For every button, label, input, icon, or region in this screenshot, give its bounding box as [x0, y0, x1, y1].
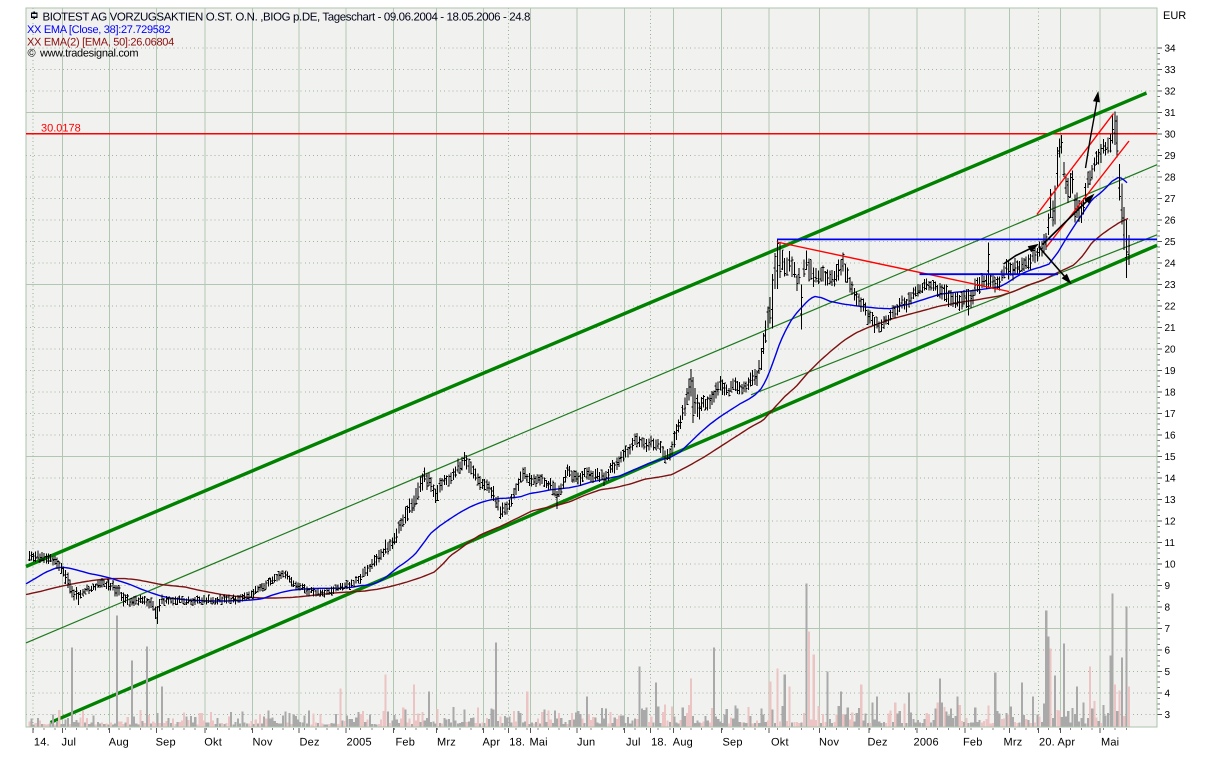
svg-text:20: 20 — [1165, 345, 1177, 356]
svg-text:3: 3 — [1165, 710, 1171, 721]
svg-text:32: 32 — [1165, 87, 1177, 98]
svg-text:12: 12 — [1165, 517, 1177, 528]
svg-text:XX EMA(2) [EMA, 50]:26.06804: XX EMA(2) [EMA, 50]:26.06804 — [27, 36, 174, 48]
svg-text:Mrz: Mrz — [1004, 737, 1023, 749]
svg-text:XX EMA [Close, 38]:27.729582: XX EMA [Close, 38]:27.729582 — [27, 24, 170, 36]
svg-text:19: 19 — [1165, 366, 1177, 377]
svg-text:6: 6 — [1165, 646, 1171, 657]
svg-text:Mai: Mai — [1101, 737, 1119, 749]
svg-text:23: 23 — [1165, 280, 1177, 291]
svg-text:30: 30 — [1165, 130, 1177, 141]
svg-text:Aug: Aug — [109, 737, 129, 749]
svg-text:18: 18 — [1165, 388, 1177, 399]
svg-text:33: 33 — [1165, 65, 1177, 76]
svg-text:31: 31 — [1165, 108, 1177, 119]
svg-text:30.0178: 30.0178 — [41, 123, 81, 135]
svg-text:18.: 18. — [651, 737, 667, 749]
svg-text:16: 16 — [1165, 431, 1177, 442]
svg-text:2006: 2006 — [914, 737, 939, 749]
svg-text:21: 21 — [1165, 323, 1177, 334]
svg-text:www.tradesignal.com: www.tradesignal.com — [39, 48, 138, 60]
svg-text:©: © — [28, 48, 36, 60]
svg-text:Jun: Jun — [577, 737, 595, 749]
svg-text:Jul: Jul — [62, 737, 77, 749]
svg-text:22: 22 — [1165, 302, 1177, 313]
svg-text:Sep: Sep — [723, 737, 743, 749]
svg-text:34: 34 — [1165, 44, 1177, 55]
svg-text:5: 5 — [1165, 667, 1171, 678]
svg-text:Dez: Dez — [300, 737, 320, 749]
svg-text:14.: 14. — [34, 737, 50, 749]
svg-text:28: 28 — [1165, 173, 1177, 184]
svg-text:Feb: Feb — [396, 737, 416, 749]
svg-text:24: 24 — [1165, 259, 1177, 270]
svg-text:29: 29 — [1165, 151, 1177, 162]
svg-text:9: 9 — [1165, 581, 1171, 592]
svg-text:10: 10 — [1165, 560, 1177, 571]
svg-text:BIOTEST AG VORZUGSAKTIEN O.ST.: BIOTEST AG VORZUGSAKTIEN O.ST. O.N. ,BIO… — [43, 12, 531, 24]
svg-text:18.: 18. — [509, 737, 525, 749]
svg-text:7: 7 — [1165, 624, 1171, 635]
svg-text:Mai: Mai — [530, 737, 548, 749]
svg-text:4: 4 — [1165, 689, 1171, 700]
svg-text:25: 25 — [1165, 237, 1177, 248]
svg-text:Apr: Apr — [483, 737, 501, 749]
svg-text:13: 13 — [1165, 495, 1177, 506]
svg-text:Sep: Sep — [156, 737, 176, 749]
svg-text:Aug: Aug — [673, 737, 693, 749]
svg-text:8: 8 — [1165, 603, 1171, 614]
svg-text:26: 26 — [1165, 216, 1177, 227]
svg-text:Mrz: Mrz — [437, 737, 456, 749]
svg-text:Okt: Okt — [204, 737, 222, 749]
svg-text:Nov: Nov — [819, 737, 839, 749]
svg-text:2005: 2005 — [347, 737, 372, 749]
svg-text:Jul: Jul — [626, 737, 641, 749]
svg-text:EUR: EUR — [1163, 10, 1186, 22]
svg-text:11: 11 — [1165, 538, 1176, 549]
svg-text:17: 17 — [1165, 409, 1177, 420]
svg-text:14: 14 — [1165, 474, 1177, 485]
svg-text:15: 15 — [1165, 452, 1177, 463]
svg-text:27: 27 — [1165, 194, 1177, 205]
svg-text:Apr: Apr — [1058, 737, 1076, 749]
svg-text:Feb: Feb — [963, 737, 983, 749]
svg-text:20.: 20. — [1039, 737, 1055, 749]
svg-text:Okt: Okt — [771, 737, 789, 749]
svg-text:Dez: Dez — [868, 737, 888, 749]
svg-text:Nov: Nov — [253, 737, 273, 749]
